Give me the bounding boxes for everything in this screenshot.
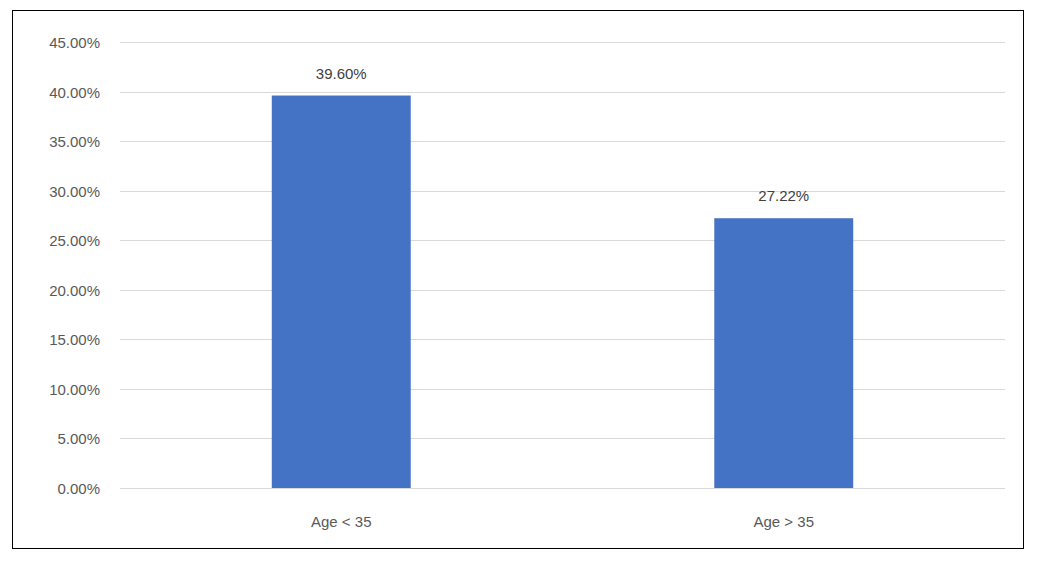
y-tick-label: 0.00% [57,480,100,497]
chart-container: 0.00% 5.00% 10.00% 15.00% 20.00% 25.00% 30.00%… [0,0,1037,561]
grid-line [120,141,1005,142]
y-tick-label: 30.00% [49,183,100,200]
bar [272,96,411,488]
grid-line [120,92,1005,93]
grid-line [120,438,1005,439]
y-tick-label: 10.00% [49,381,100,398]
y-tick-label: 45.00% [49,34,100,51]
data-label: 39.60% [316,65,367,82]
grid-line [120,339,1005,340]
grid-line [120,290,1005,291]
chart-svg: 0.00% 5.00% 10.00% 15.00% 20.00% 25.00% 30.00%… [0,0,1037,561]
bar [714,218,853,488]
data-label: 27.22% [758,187,809,204]
grid-line [120,389,1005,390]
grid-line [120,191,1005,192]
x-tick-label: Age < 35 [311,513,371,530]
y-tick-label: 40.00% [49,84,100,101]
y-tick-label: 15.00% [49,331,100,348]
grid-line [120,240,1005,241]
grid-line [120,488,1005,489]
y-tick-label: 20.00% [49,282,100,299]
bars [272,96,853,488]
y-tick-label: 25.00% [49,232,100,249]
chart-frame [13,11,1024,549]
grid-line [120,42,1005,43]
y-tick-label: 5.00% [57,430,100,447]
grid [120,43,1005,489]
y-tick-label: 35.00% [49,133,100,150]
x-tick-label: Age > 35 [754,513,814,530]
